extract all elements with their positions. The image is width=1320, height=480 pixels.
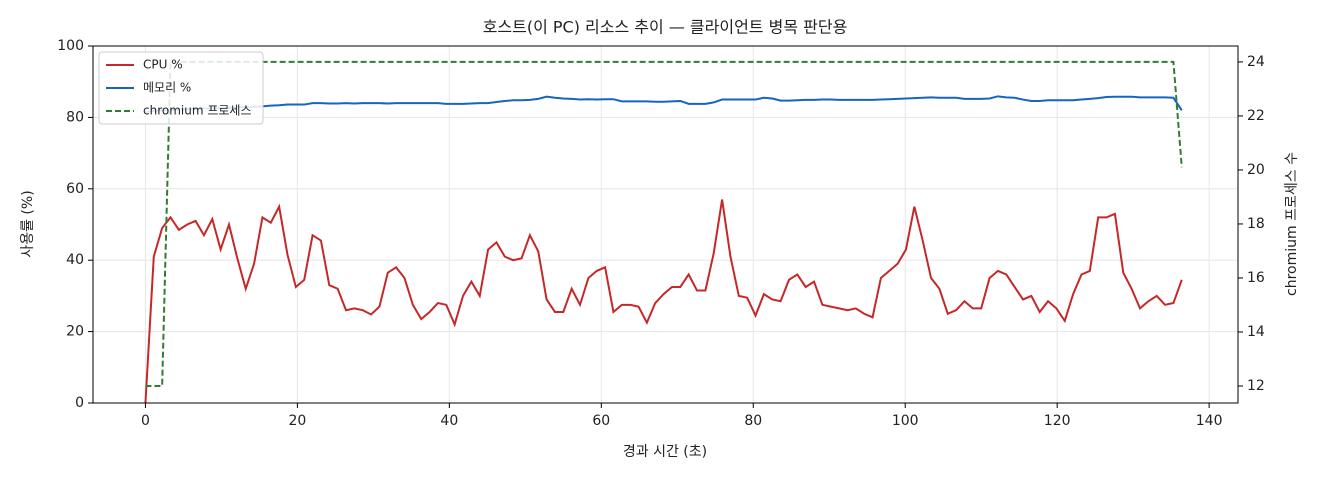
legend-box xyxy=(98,51,264,125)
legend-label: CPU % xyxy=(143,58,183,72)
x-tick-label: 120 xyxy=(1044,413,1071,429)
y2-tick-label: 20 xyxy=(1247,162,1265,178)
x-tick-label: 40 xyxy=(440,413,458,429)
y-tick-label: 40 xyxy=(66,252,84,268)
series-line xyxy=(145,95,1183,114)
x-tick-label: 80 xyxy=(744,413,762,429)
y2-tick-label: 24 xyxy=(1247,54,1265,70)
y2-tick-label: 18 xyxy=(1247,216,1265,232)
x-tick-label: 100 xyxy=(892,413,919,429)
legend-label: 메모리 % xyxy=(143,81,191,95)
x-tick-label: 0 xyxy=(141,413,150,429)
series-line xyxy=(145,60,1183,387)
x-tick-label: 20 xyxy=(288,413,306,429)
x-axis-label: 경과 시간 (초) xyxy=(623,444,707,460)
y2-tick-label: 14 xyxy=(1247,324,1265,340)
x-tick-label: 140 xyxy=(1196,413,1223,429)
y-tick-label: 20 xyxy=(66,324,84,340)
y2-tick-label: 22 xyxy=(1247,108,1265,124)
series-line xyxy=(144,199,1183,404)
x-tick-label: 60 xyxy=(592,413,610,429)
y-tick-label: 80 xyxy=(66,109,84,125)
y2-axis-label: chromium 프로세스 수 xyxy=(1284,152,1300,296)
y-tick-label: 0 xyxy=(75,395,84,411)
y-axis-label: 사용률 (%) xyxy=(20,190,36,257)
legend-label: chromium 프로세스 xyxy=(143,104,252,118)
chart-title: 호스트(이 PC) 리소스 추이 — 클라이언트 병목 판단용 xyxy=(483,18,848,37)
y2-tick-label: 12 xyxy=(1247,378,1265,394)
y-tick-label: 100 xyxy=(57,38,84,54)
y2-tick-label: 16 xyxy=(1247,270,1265,286)
plot-frame xyxy=(92,45,1239,404)
y-tick-label: 60 xyxy=(66,181,84,197)
